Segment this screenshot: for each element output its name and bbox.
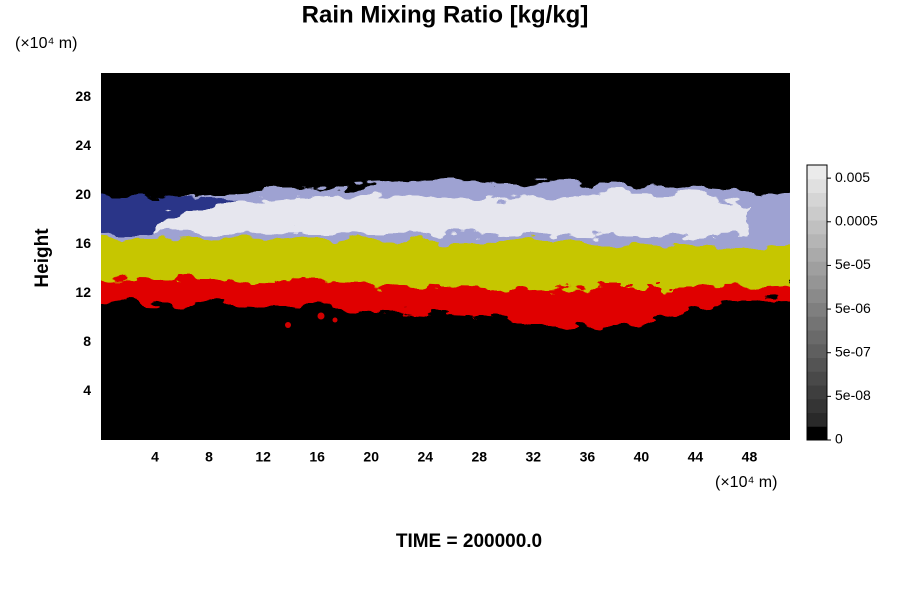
colorbar-tick-label: 5e-08 — [835, 387, 871, 403]
colorbar-step — [807, 343, 827, 358]
x-tick-label: 48 — [742, 449, 758, 465]
colorbar-tick-label: 5e-06 — [835, 300, 871, 316]
x-tick-label: 20 — [363, 449, 379, 465]
colorbar-step — [807, 330, 827, 345]
colorbar-step — [807, 165, 827, 180]
colorbar-step — [807, 357, 827, 372]
colorbar-tick-label: 5e-05 — [835, 256, 871, 272]
colorbar-step — [807, 302, 827, 317]
colorbar-step — [807, 398, 827, 413]
x-unit: (×10⁴ m) — [715, 474, 777, 491]
y-axis-label: Height — [32, 228, 53, 288]
colorbar-step — [807, 192, 827, 207]
y-tick-label: 20 — [75, 186, 91, 202]
y-tick-label: 24 — [75, 137, 91, 153]
y-unit: (×10⁴ m) — [15, 35, 77, 52]
x-tick-label: 28 — [471, 449, 487, 465]
time-annotation: TIME = 200000.0 — [396, 531, 542, 552]
colorbar-tick-label: 5e-07 — [835, 343, 871, 359]
colorbar-step — [807, 178, 827, 193]
colorbar-tick-label: 0 — [835, 431, 843, 447]
colorbar-step — [807, 316, 827, 331]
colorbar-step — [807, 371, 827, 386]
x-tick-label: 36 — [580, 449, 596, 465]
colorbar-step — [807, 206, 827, 221]
x-tick-label: 8 — [205, 449, 213, 465]
x-tick-label: 12 — [255, 449, 271, 465]
colorbar-step — [807, 261, 827, 276]
colorbar-step — [807, 275, 827, 290]
colorbar-step — [807, 426, 827, 441]
colorbar-step — [807, 288, 827, 303]
red-spot — [317, 312, 325, 320]
y-tick-label: 16 — [75, 235, 91, 251]
y-tick-label: 4 — [83, 382, 91, 398]
y-tick-label: 12 — [75, 284, 91, 300]
colorbar-step — [807, 385, 827, 400]
colorbar-step — [807, 412, 827, 427]
x-tick-label: 16 — [309, 449, 325, 465]
colorbar-step — [807, 233, 827, 248]
x-tick-label: 4 — [151, 449, 159, 465]
y-tick-label: 28 — [75, 88, 91, 104]
colorbar-step — [807, 247, 827, 262]
colorbar-tick-label: 0.0005 — [835, 212, 878, 228]
red-spot — [332, 317, 338, 323]
red-spot — [285, 322, 291, 328]
chart-title: Rain Mixing Ratio [kg/kg] — [302, 1, 589, 28]
field — [101, 182, 790, 330]
colorbar-step — [807, 220, 827, 235]
x-tick-label: 40 — [634, 449, 650, 465]
x-tick-label: 44 — [688, 449, 704, 465]
white-band — [160, 192, 750, 238]
x-tick-label: 24 — [417, 449, 433, 465]
colorbar-frame — [806, 164, 828, 441]
y-tick-label: 8 — [83, 333, 91, 349]
x-tick-label: 32 — [526, 449, 542, 465]
colorbar-tick-label: 0.005 — [835, 169, 870, 185]
